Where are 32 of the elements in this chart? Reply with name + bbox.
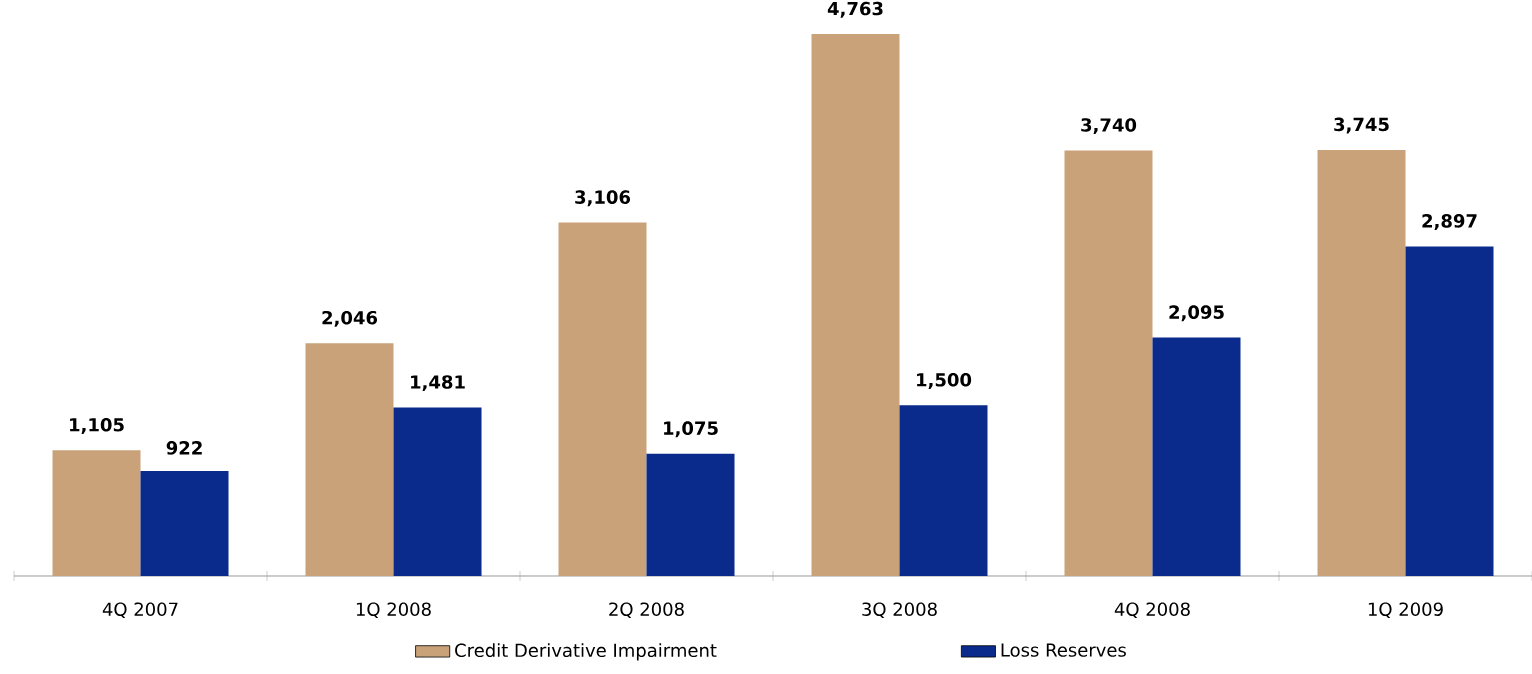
data-label: 1,481: [411, 375, 465, 392]
bar: [52, 450, 141, 576]
legend-label: Credit Derivative Impairment: [455, 643, 717, 661]
data-label: 922: [166, 441, 202, 455]
x-tick-label: 4Q 2008: [1114, 602, 1190, 619]
data-label: 3,745: [1334, 117, 1389, 134]
data-label: 1,105: [70, 417, 124, 434]
bar: [305, 343, 394, 576]
data-label: 4,763: [827, 1, 883, 18]
bar: [558, 222, 647, 576]
bar: [1405, 246, 1494, 576]
data-label: 2,046: [322, 310, 378, 327]
bar: [1152, 337, 1241, 576]
bar: [140, 471, 229, 576]
bar: [899, 405, 988, 576]
x-tick-label: 1Q 2008: [356, 602, 431, 619]
bar: [646, 453, 735, 576]
data-label: 1,500: [917, 373, 972, 389]
data-label: 1,075: [664, 421, 718, 438]
bar: [1064, 150, 1153, 576]
bar: [393, 407, 482, 576]
data-label: 2,095: [1169, 305, 1224, 322]
data-label: 3,740: [1081, 118, 1137, 135]
x-tick-label: 1Q 2009: [1368, 602, 1443, 619]
bar: [811, 34, 900, 576]
bar: [1317, 149, 1406, 576]
data-label: 2,897: [1422, 214, 1477, 230]
x-tick-label: 4Q 2007: [102, 602, 178, 619]
x-tick-label: 2Q 2008: [609, 602, 684, 619]
legend-label: Loss Reserves: [1001, 643, 1126, 657]
x-tick-label: 3Q 2008: [862, 602, 937, 619]
data-label: 3,106: [575, 190, 631, 207]
